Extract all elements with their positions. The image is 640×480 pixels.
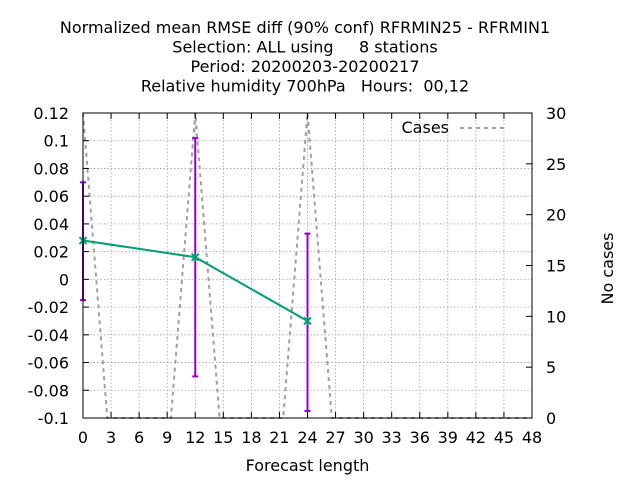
- y-tick-label: 0.08: [33, 159, 69, 178]
- x-tick-label: 21: [269, 428, 289, 447]
- chart-title: Normalized mean RMSE diff (90% conf) RFR…: [60, 18, 550, 96]
- x-tick-label: 48: [522, 428, 542, 447]
- y2-tick-label: 15: [546, 257, 566, 276]
- x-tick-label: 39: [438, 428, 458, 447]
- chart-title-line: Period: 20200203-20200217: [190, 57, 419, 76]
- y-tick-label: -0.04: [28, 326, 69, 345]
- legend: Cases: [402, 118, 506, 137]
- data-point: [303, 316, 312, 326]
- x-tick-label: 30: [353, 428, 373, 447]
- y2-axis-label: No cases: [598, 233, 617, 305]
- y2-tick-label: 20: [546, 206, 566, 225]
- y-tick-label: 0: [59, 270, 69, 289]
- y2-tick-label: 10: [546, 307, 566, 326]
- x-tick-label: 18: [241, 428, 261, 447]
- y-tick-label: -0.06: [28, 354, 69, 373]
- y2-tick-label: 5: [546, 358, 556, 377]
- y-tick-label: 0.1: [44, 132, 69, 151]
- y-tick-label: -0.02: [28, 298, 69, 317]
- x-axis-label: Forecast length: [246, 456, 370, 475]
- x-tick-label: 45: [494, 428, 514, 447]
- chart-title-line: Normalized mean RMSE diff (90% conf) RFR…: [60, 18, 550, 37]
- y-tick-label: 0.06: [33, 187, 69, 206]
- data-point: [191, 252, 200, 262]
- chart-title-line: Selection: ALL using 8 stations: [172, 38, 437, 57]
- y2-tick-label: 0: [546, 409, 556, 428]
- cases-line: [82, 112, 532, 419]
- y2-tick-label: 30: [546, 104, 566, 123]
- error-bars: [80, 136, 311, 413]
- y-tick-label: 0.02: [33, 243, 69, 262]
- x-tick-label: 24: [297, 428, 317, 447]
- x-tick-label: 6: [134, 428, 144, 447]
- chart-title-line: Relative humidity 700hPa Hours: 00,12: [141, 77, 469, 96]
- y-tick-label: 0.12: [33, 104, 69, 123]
- y-tick-label: -0.1: [38, 409, 69, 428]
- x-tick-label: 15: [213, 428, 233, 447]
- x-tick-label: 33: [382, 428, 402, 447]
- x-tick-label: 27: [325, 428, 345, 447]
- cases-series: [82, 112, 532, 419]
- y-tick-label: 0.04: [33, 215, 69, 234]
- y-tick-label: -0.08: [28, 381, 69, 400]
- legend-label-cases: Cases: [402, 118, 450, 137]
- x-tick-label: 0: [78, 428, 88, 447]
- axis-ticks: 0 3 6 9 12 15 18 21 24 27 30 33 36 39 42 45 48-0.1-0.08-…: [28, 104, 567, 447]
- x-tick-label: 12: [185, 428, 205, 447]
- x-tick-label: 9: [162, 428, 172, 447]
- x-tick-label: 3: [106, 428, 116, 447]
- x-tick-label: 42: [466, 428, 486, 447]
- x-tick-label: 36: [410, 428, 430, 447]
- y2-tick-label: 25: [546, 155, 566, 174]
